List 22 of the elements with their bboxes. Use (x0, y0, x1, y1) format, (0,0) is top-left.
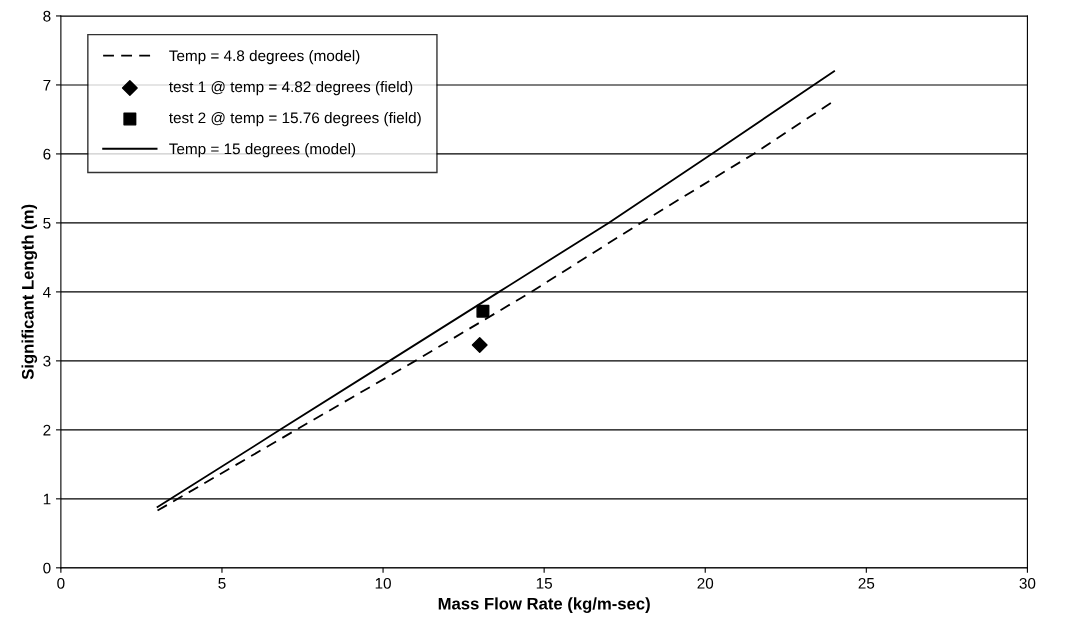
x-tick-label: 15 (536, 578, 552, 589)
x-tick-label: 20 (697, 577, 714, 589)
x-tick-label: 5 (218, 578, 226, 589)
y-tick-label: 6 (43, 148, 51, 160)
x-tick-label: 0 (57, 577, 65, 589)
y-tick-label: 5 (43, 217, 51, 229)
x-tick-label: 10 (375, 577, 391, 589)
x-tick-label: 30 (1019, 577, 1036, 589)
x-tick-label: 25 (858, 577, 875, 589)
x-axis-title: Mass Flow Rate (kg/m-sec) (438, 597, 650, 613)
legend-label: test 2 @ temp = 15.76 degrees (field) (169, 112, 421, 127)
y-tick-label: 4 (43, 286, 51, 298)
y-tick-label: 8 (43, 10, 51, 22)
y-tick-label: 1 (43, 493, 51, 505)
y-axis-title: Significant Length (m) (21, 204, 38, 380)
y-tick-label: 7 (43, 79, 51, 91)
legend-label: Temp = 15 degrees (model) (169, 143, 356, 158)
y-tick-label: 2 (43, 424, 51, 436)
legend-label: test 1 @ temp = 4.82 degrees (field) (169, 80, 413, 96)
legend-label: Temp = 4.8 degrees (model) (169, 49, 360, 65)
y-tick-label: 0 (43, 562, 51, 574)
y-tick-label: 3 (43, 355, 51, 367)
